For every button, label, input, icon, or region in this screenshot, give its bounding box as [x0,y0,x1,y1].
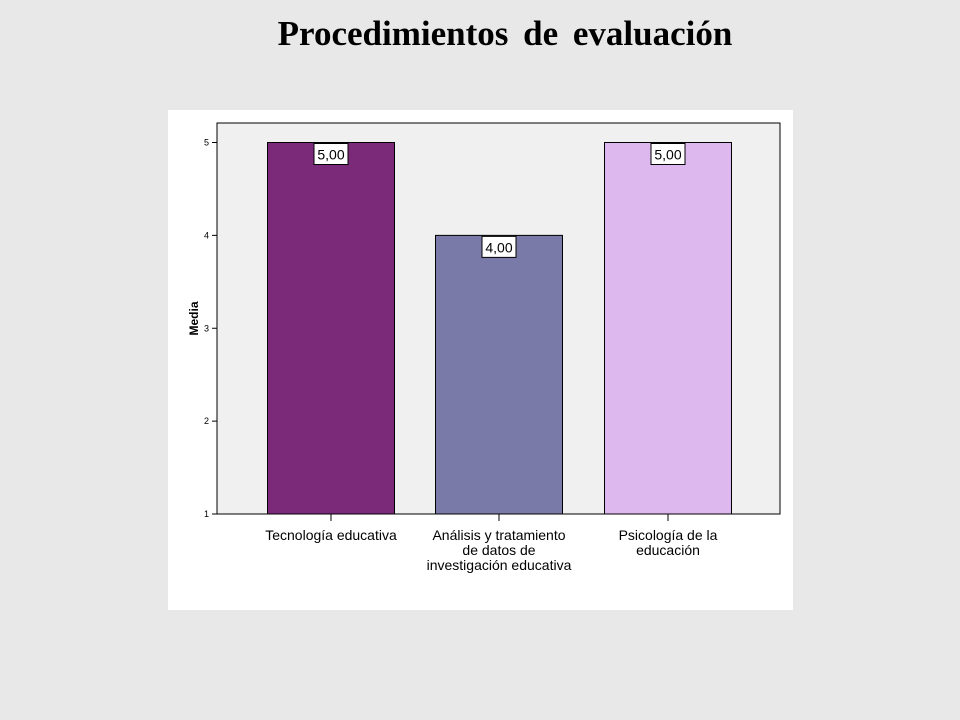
x-tick-label: Tecnología educativa [265,527,397,543]
x-tick-label: educación [636,542,700,558]
y-tick-label: 1 [204,509,209,519]
chart-panel: 1 2 3 4 5 Media 5,00 Tecnología educativa 4,00 An… [168,110,793,610]
y-axis-label: Media [187,301,201,335]
bar [267,142,395,515]
value-label: 4,00 [485,239,512,255]
value-label-box [313,143,349,165]
value-label-box [650,143,686,165]
y-tick-label: 2 [204,416,209,426]
x-tick-label: investigación educativa [427,557,572,573]
y-tick-label: 3 [204,323,209,333]
value-label: 5,00 [317,147,344,163]
value-label-box [481,235,517,258]
value-label: 5,00 [654,147,681,163]
y-tick-label: 5 [204,138,209,148]
x-tick-label: Análisis y tratamiento [432,527,565,543]
x-tick-label: Psicología de la [619,527,718,543]
bar-chart: 1 2 3 4 5 Media 5,00 Tecnología educativa 4,00 An… [187,122,781,573]
bar [435,234,563,515]
slide-title: Procedimientos de evaluación [277,14,733,53]
x-tick-label: de datos de [462,542,535,558]
bar [604,142,732,515]
y-tick-label: 4 [204,230,209,240]
